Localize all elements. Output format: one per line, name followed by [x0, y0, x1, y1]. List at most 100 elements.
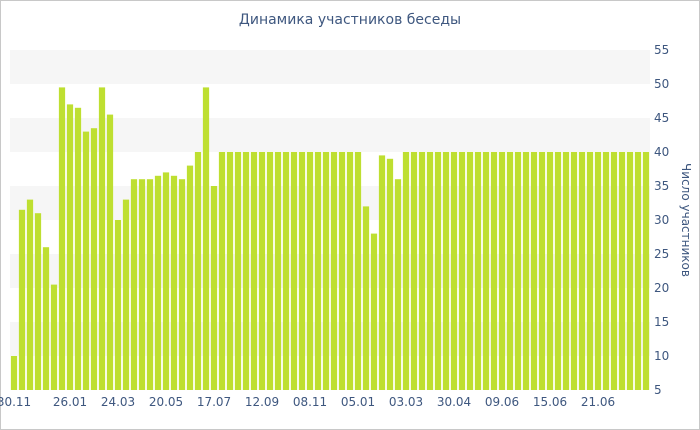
bar — [314, 152, 322, 390]
bar — [402, 152, 410, 390]
bar — [586, 152, 594, 390]
y-tick-label: 10 — [654, 349, 669, 363]
bar — [162, 172, 170, 390]
bar — [26, 199, 34, 390]
bar — [434, 152, 442, 390]
grid-band — [10, 254, 650, 288]
y-axis-title: Число участников — [679, 163, 693, 277]
bar — [266, 152, 274, 390]
bar — [274, 152, 282, 390]
x-tick-label: 12.09 — [245, 395, 279, 409]
x-tick-label: 21.06 — [581, 395, 615, 409]
y-tick-label: 40 — [654, 145, 669, 159]
bar — [234, 152, 242, 390]
bar — [186, 165, 194, 390]
x-tick-label: 24.03 — [101, 395, 135, 409]
bar — [74, 107, 82, 391]
bar — [474, 152, 482, 390]
bar — [226, 152, 234, 390]
bar — [298, 152, 306, 390]
bar — [482, 152, 490, 390]
bar — [618, 152, 626, 390]
bar — [258, 152, 266, 390]
x-tick-label: 03.03 — [389, 395, 423, 409]
bar — [530, 152, 538, 390]
bar — [322, 152, 330, 390]
bar — [514, 152, 522, 390]
grid-band — [10, 186, 650, 220]
bar — [82, 131, 90, 390]
bar — [290, 152, 298, 390]
y-tick-label: 50 — [654, 77, 669, 91]
bar — [386, 158, 394, 390]
bar — [522, 152, 530, 390]
y-tick-label: 15 — [654, 315, 669, 329]
bar — [570, 152, 578, 390]
bar — [634, 152, 642, 390]
bar — [610, 152, 618, 390]
y-tick-label: 25 — [654, 247, 669, 261]
grid-band — [10, 118, 650, 152]
bar — [50, 284, 58, 390]
bar — [378, 155, 386, 390]
bar — [154, 175, 162, 390]
bar — [498, 152, 506, 390]
bar — [578, 152, 586, 390]
y-tick-label: 5 — [654, 383, 662, 397]
bar — [338, 152, 346, 390]
y-tick-label: 35 — [654, 179, 669, 193]
bar — [410, 152, 418, 390]
bar — [642, 152, 650, 390]
bar — [330, 152, 338, 390]
bar — [546, 152, 554, 390]
bar — [130, 179, 138, 390]
bar — [90, 128, 98, 390]
bar — [250, 152, 258, 390]
bar — [594, 152, 602, 390]
bar — [490, 152, 498, 390]
grid-band — [10, 50, 650, 84]
bar — [58, 87, 66, 391]
bar — [18, 209, 26, 390]
bar — [218, 152, 226, 390]
bars — [10, 87, 650, 391]
bar — [242, 152, 250, 390]
bar — [306, 152, 314, 390]
bar — [426, 152, 434, 390]
bar — [122, 199, 130, 390]
y-axis-ticks: 5 10 15 20 25 30 35 40 45 50 55 — [654, 43, 669, 397]
x-tick-label: 05.01 — [341, 395, 375, 409]
bar — [66, 104, 74, 391]
bar — [354, 152, 362, 390]
chart-title: Динамика участников беседы — [238, 12, 462, 28]
bar — [42, 247, 50, 390]
x-tick-label: 30.04 — [437, 395, 471, 409]
bar — [466, 152, 474, 390]
bar — [106, 114, 114, 390]
bar — [282, 152, 290, 390]
bar — [194, 152, 202, 390]
x-tick-label: 08.11 — [293, 395, 327, 409]
bar — [442, 152, 450, 390]
bar — [562, 152, 570, 390]
grid-band — [10, 322, 650, 356]
bar — [554, 152, 562, 390]
y-tick-label: 55 — [654, 43, 669, 57]
x-tick-label: 26.01 — [53, 395, 87, 409]
bar — [178, 179, 186, 390]
bar — [370, 233, 378, 390]
x-tick-label: 30.11 — [0, 395, 31, 409]
bar — [538, 152, 546, 390]
bar — [98, 87, 106, 391]
bar — [450, 152, 458, 390]
y-tick-label: 45 — [654, 111, 669, 125]
bar — [10, 356, 18, 390]
bar — [170, 175, 178, 390]
bar — [34, 213, 42, 390]
x-tick-label: 20.05 — [149, 395, 183, 409]
y-tick-label: 20 — [654, 281, 669, 295]
bar — [362, 206, 370, 390]
bar — [202, 87, 210, 391]
bar — [626, 152, 634, 390]
